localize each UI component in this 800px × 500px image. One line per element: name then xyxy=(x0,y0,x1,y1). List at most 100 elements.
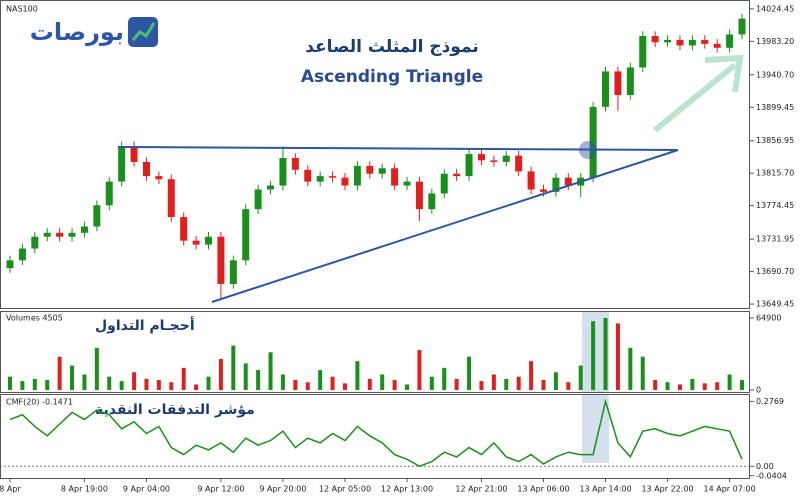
candle-body xyxy=(341,177,349,186)
volume-bar xyxy=(653,380,658,390)
candle-body xyxy=(477,154,485,161)
candle-body xyxy=(242,209,250,261)
candle-body xyxy=(602,71,610,107)
volume-bar xyxy=(119,381,124,390)
volume-bar xyxy=(268,352,273,390)
candle-body xyxy=(6,260,14,269)
volume-bar xyxy=(330,376,335,390)
volume-bar xyxy=(454,378,459,390)
volume-bar xyxy=(57,356,62,390)
volume-bar xyxy=(442,367,447,390)
volume-bar xyxy=(194,384,199,390)
volume-bar xyxy=(603,318,608,390)
candle-body xyxy=(167,179,175,218)
volume-bar xyxy=(8,376,12,390)
volume-bar xyxy=(367,378,372,390)
volume-bar xyxy=(144,378,149,390)
volume-bar xyxy=(541,380,546,390)
candle-body xyxy=(192,240,200,245)
candle-body xyxy=(105,181,113,206)
candle-body xyxy=(701,39,709,44)
volume-bar xyxy=(107,376,112,390)
candle-body xyxy=(68,232,76,237)
y-tick-label: 13856.95 xyxy=(756,136,794,145)
candle-body xyxy=(664,39,672,43)
volume-bar xyxy=(70,365,75,390)
volume-bar xyxy=(94,347,99,390)
volume-bar xyxy=(529,361,534,390)
volume-bar xyxy=(256,370,261,390)
candle-body xyxy=(453,173,461,177)
y-tick-label: 0 xyxy=(756,386,761,395)
volume-bar xyxy=(169,382,174,390)
y-tick-label: 13940.70 xyxy=(756,70,794,79)
volume-bar xyxy=(156,380,161,390)
volume-bar xyxy=(628,347,633,390)
volume-bar xyxy=(640,356,645,390)
volume-bar xyxy=(467,356,472,390)
candle-body xyxy=(291,158,299,170)
y-tick-label: 13649.45 xyxy=(756,300,794,309)
cmf-label: CMF(20) -0.1471 xyxy=(6,398,73,407)
volume-bar xyxy=(578,365,583,390)
candle-body xyxy=(391,168,399,186)
candle-body xyxy=(428,193,436,210)
candle-body xyxy=(465,154,473,177)
volume-bar xyxy=(615,323,620,390)
arrow-decoration xyxy=(653,54,744,133)
volume-bar xyxy=(355,361,360,390)
volume-bar xyxy=(20,381,25,390)
x-tick-label: 12 Apr 05:00 xyxy=(319,485,371,494)
y-tick-label: 13899.45 xyxy=(756,103,794,112)
x-tick-label: 12 Apr 21:00 xyxy=(455,485,507,494)
symbol-box xyxy=(2,2,48,16)
candle-body xyxy=(267,185,275,190)
volume-bar xyxy=(740,380,744,390)
candle-body xyxy=(279,158,287,186)
candle-body xyxy=(415,181,423,210)
volume-bar xyxy=(677,384,682,390)
candle-body xyxy=(589,106,597,178)
candle-body xyxy=(688,39,696,46)
x-tick-label: 8 Apr 19:00 xyxy=(61,485,108,494)
candle-body xyxy=(329,176,337,178)
y-tick-label: 0.2769 xyxy=(756,397,784,406)
candle-body xyxy=(180,217,188,241)
y-tick-label: 13983.20 xyxy=(756,37,794,46)
x-tick-label: 9 Apr 12:00 xyxy=(197,485,244,494)
volume-bar xyxy=(318,370,323,390)
volume-bar xyxy=(690,378,695,390)
volume-bar xyxy=(231,345,236,390)
candle-body xyxy=(130,146,138,162)
volume-bar xyxy=(293,380,298,390)
panel-frames xyxy=(0,0,750,479)
volume-bar xyxy=(429,376,434,390)
candle-body xyxy=(378,168,386,174)
volume-bar xyxy=(491,374,496,390)
volume-bar xyxy=(305,382,310,390)
candle-body xyxy=(403,181,411,186)
volume-bar xyxy=(702,383,707,390)
candle-body xyxy=(254,189,262,210)
candle-body xyxy=(502,155,510,162)
title-ar: نموذج المثلث الصاعد xyxy=(305,37,479,57)
candle-body xyxy=(80,226,88,233)
y-tick-label: 64900 xyxy=(756,314,781,323)
candle-body xyxy=(18,248,26,261)
x-tick-label: 14 Apr 07:00 xyxy=(704,485,756,494)
candle-body xyxy=(726,34,734,48)
candle-body xyxy=(490,160,498,162)
logo: بورصات xyxy=(30,17,158,47)
y-tick-label: 13815.70 xyxy=(756,169,794,178)
candle-body xyxy=(56,232,64,237)
volume-bar xyxy=(504,378,509,390)
candle-body xyxy=(626,67,634,96)
candle-body xyxy=(155,176,163,180)
y-tick-label: 13731.95 xyxy=(756,235,794,244)
y-tick-label: -0.0404 xyxy=(756,471,787,480)
volume-bar xyxy=(405,384,410,390)
candle-body xyxy=(304,169,312,182)
y-tick-label: 13690.70 xyxy=(756,267,794,276)
